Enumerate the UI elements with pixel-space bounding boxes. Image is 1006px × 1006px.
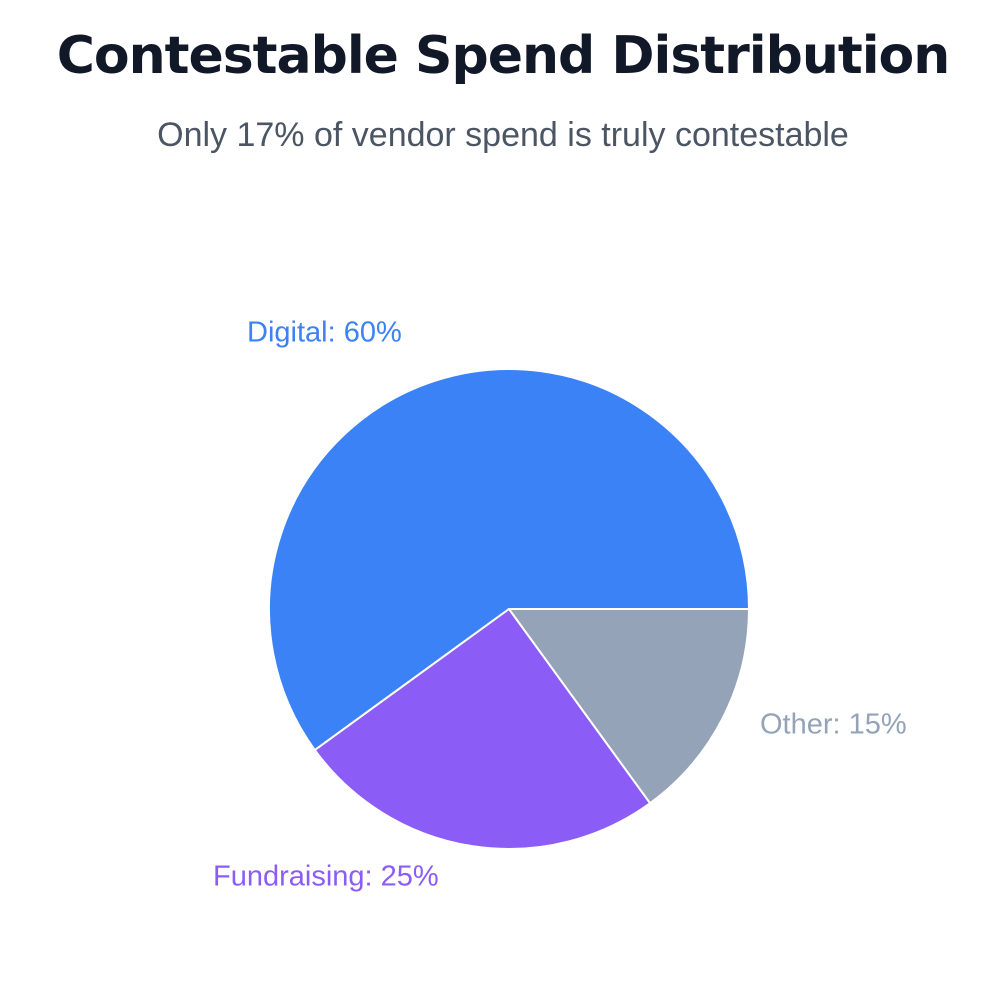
chart-title: Contestable Spend Distribution (56, 26, 951, 86)
pie-slice-other (508, 608, 750, 805)
slice-label-fundraising: Fundraising: 25% (213, 861, 439, 893)
pie-slices (268, 368, 750, 850)
pie-slice-digital (268, 368, 750, 752)
chart-subtitle: Only 17% of vendor spend is truly contes… (157, 116, 849, 154)
slice-label-digital: Digital: 60% (247, 317, 402, 349)
pie-labels: Digital: 60% Fundraising: 25% Other: 15% (213, 317, 907, 893)
slice-label-other: Other: 15% (760, 709, 907, 741)
pie-slice-fundraising (313, 608, 652, 850)
